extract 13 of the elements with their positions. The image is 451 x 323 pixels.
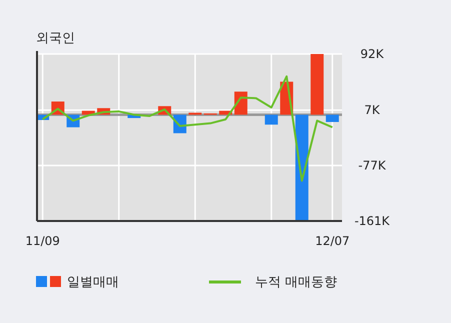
chart-title: 외국인 [36,31,75,46]
y-tick-label: 7K [364,103,381,118]
line-series [42,75,334,182]
x-tick-label: 12/07 [315,234,350,248]
y-tick-label: -77K [358,158,387,173]
x-tick-label: 11/09 [25,234,60,248]
bar [264,114,278,125]
bar [326,114,339,122]
legend-label: 누적 매매동향 [255,275,338,290]
bar [310,54,324,115]
y-tick-label: -161K [354,214,391,228]
y-tick-label: 92K [360,47,385,61]
legend-label: 일별매매 [67,275,119,290]
